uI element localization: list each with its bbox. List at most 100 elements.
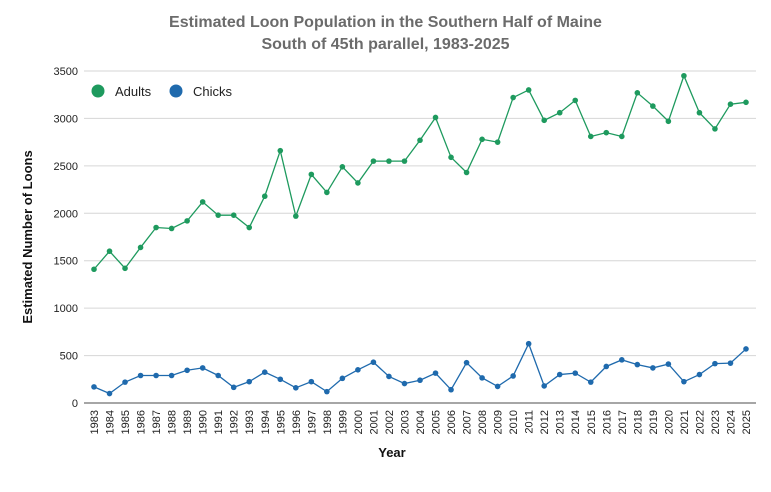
- data-point-adults: [448, 154, 454, 161]
- data-point-adults: [432, 114, 439, 121]
- x-tick-label: 2016: [601, 410, 613, 434]
- x-tick-label: 1995: [275, 410, 287, 434]
- y-tick-label: 0: [72, 398, 78, 410]
- data-point-adults: [743, 99, 749, 106]
- data-point-chicks: [494, 383, 501, 390]
- x-tick-label: 2017: [617, 410, 629, 434]
- data-point-adults: [153, 224, 159, 231]
- x-tick-label: 2023: [710, 410, 722, 434]
- x-tick-label: 1994: [260, 410, 272, 434]
- data-point-chicks: [215, 372, 221, 379]
- x-tick-label: 1983: [89, 410, 101, 434]
- data-point-chicks: [479, 375, 485, 381]
- data-point-chicks: [386, 373, 392, 380]
- y-tick-label: 2500: [54, 161, 78, 173]
- data-point-adults: [277, 147, 284, 154]
- data-point-adults: [91, 266, 97, 273]
- data-point-adults: [246, 224, 253, 231]
- x-tick-label: 1993: [244, 410, 256, 434]
- x-tick-label: 1988: [167, 410, 179, 434]
- data-point-chicks: [261, 369, 268, 375]
- data-point-chicks: [665, 361, 672, 367]
- data-point-adults: [510, 94, 516, 101]
- x-tick-label: 2003: [399, 410, 411, 434]
- data-point-chicks: [448, 386, 454, 393]
- data-point-chicks: [199, 365, 206, 371]
- x-tick-label: 2024: [725, 410, 737, 434]
- y-tick-label: 1500: [54, 256, 78, 268]
- x-tick-label: 1996: [291, 410, 303, 434]
- data-point-adults: [463, 169, 470, 176]
- data-point-adults: [417, 137, 423, 144]
- x-tick-label: 1984: [105, 410, 117, 434]
- data-point-chicks: [650, 365, 656, 371]
- x-tick-label: 2006: [446, 410, 458, 434]
- data-point-adults: [339, 164, 346, 170]
- chart-subtitle: South of 45th parallel, 1983-2025: [261, 36, 510, 53]
- x-tick-label: 2007: [462, 410, 474, 434]
- x-tick-label: 1986: [136, 410, 148, 434]
- x-tick-label: 2014: [570, 410, 582, 434]
- data-point-chicks: [230, 384, 237, 391]
- chart-title: Estimated Loon Population in the Souther…: [169, 14, 602, 31]
- x-tick-label: 1987: [151, 410, 163, 434]
- data-point-chicks: [603, 363, 610, 370]
- x-tick-label: 2001: [368, 410, 380, 434]
- data-point-chicks: [106, 390, 113, 397]
- data-point-chicks: [510, 373, 516, 379]
- x-tick-label: 1989: [182, 410, 194, 434]
- data-point-adults: [122, 265, 128, 272]
- x-tick-label: 2015: [586, 410, 598, 434]
- x-tick-label: 1999: [337, 410, 349, 434]
- x-tick-label: 2018: [632, 410, 644, 434]
- x-tick-label: 2008: [477, 410, 489, 434]
- y-tick-label: 1000: [54, 303, 78, 315]
- x-tick-label: 2013: [555, 410, 567, 434]
- data-point-chicks: [308, 378, 315, 385]
- data-point-adults: [184, 218, 190, 224]
- x-tick-label: 2000: [353, 410, 365, 434]
- data-point-adults: [215, 212, 221, 218]
- data-point-chicks: [184, 367, 190, 374]
- data-point-chicks: [696, 371, 703, 378]
- data-point-chicks: [417, 377, 423, 384]
- data-point-adults: [556, 109, 563, 116]
- series-line-chicks: [93, 342, 747, 395]
- data-point-chicks: [293, 385, 299, 391]
- data-point-chicks: [727, 360, 734, 366]
- x-tick-label: 2020: [663, 410, 675, 434]
- x-tick-label: 1997: [306, 410, 318, 434]
- data-point-adults: [106, 248, 113, 255]
- legend-label-adults[interactable]: Adults: [115, 84, 152, 99]
- data-point-chicks: [619, 357, 625, 363]
- data-point-adults: [587, 133, 594, 140]
- data-point-chicks: [541, 383, 547, 389]
- x-tick-label: 1991: [213, 410, 225, 434]
- series-line-adults: [93, 73, 747, 270]
- y-tick-label: 500: [60, 351, 78, 363]
- data-point-chicks: [432, 370, 439, 376]
- x-tick-label: 1998: [322, 410, 334, 434]
- data-point-adults: [665, 118, 672, 125]
- data-point-chicks: [137, 372, 144, 379]
- legend-marker-adults: [91, 84, 105, 98]
- data-point-chicks: [587, 379, 594, 385]
- data-point-chicks: [525, 340, 532, 347]
- x-tick-label: 2002: [384, 410, 396, 434]
- legend-label-chicks[interactable]: Chicks: [193, 84, 233, 99]
- data-point-adults: [525, 87, 532, 93]
- data-point-adults: [681, 72, 687, 79]
- data-point-adults: [401, 158, 408, 164]
- data-point-adults: [572, 97, 579, 104]
- data-point-chicks: [556, 371, 563, 378]
- data-point-chicks: [153, 372, 159, 379]
- y-axis-label: Estimated Number of Loons: [20, 150, 35, 323]
- data-point-chicks: [324, 388, 330, 395]
- data-point-chicks: [743, 346, 749, 352]
- data-point-chicks: [122, 379, 128, 385]
- data-point-adults: [650, 103, 656, 109]
- data-point-chicks: [168, 372, 175, 379]
- data-point-adults: [370, 158, 377, 164]
- x-tick-label: 2009: [493, 410, 505, 434]
- data-point-chicks: [246, 378, 253, 385]
